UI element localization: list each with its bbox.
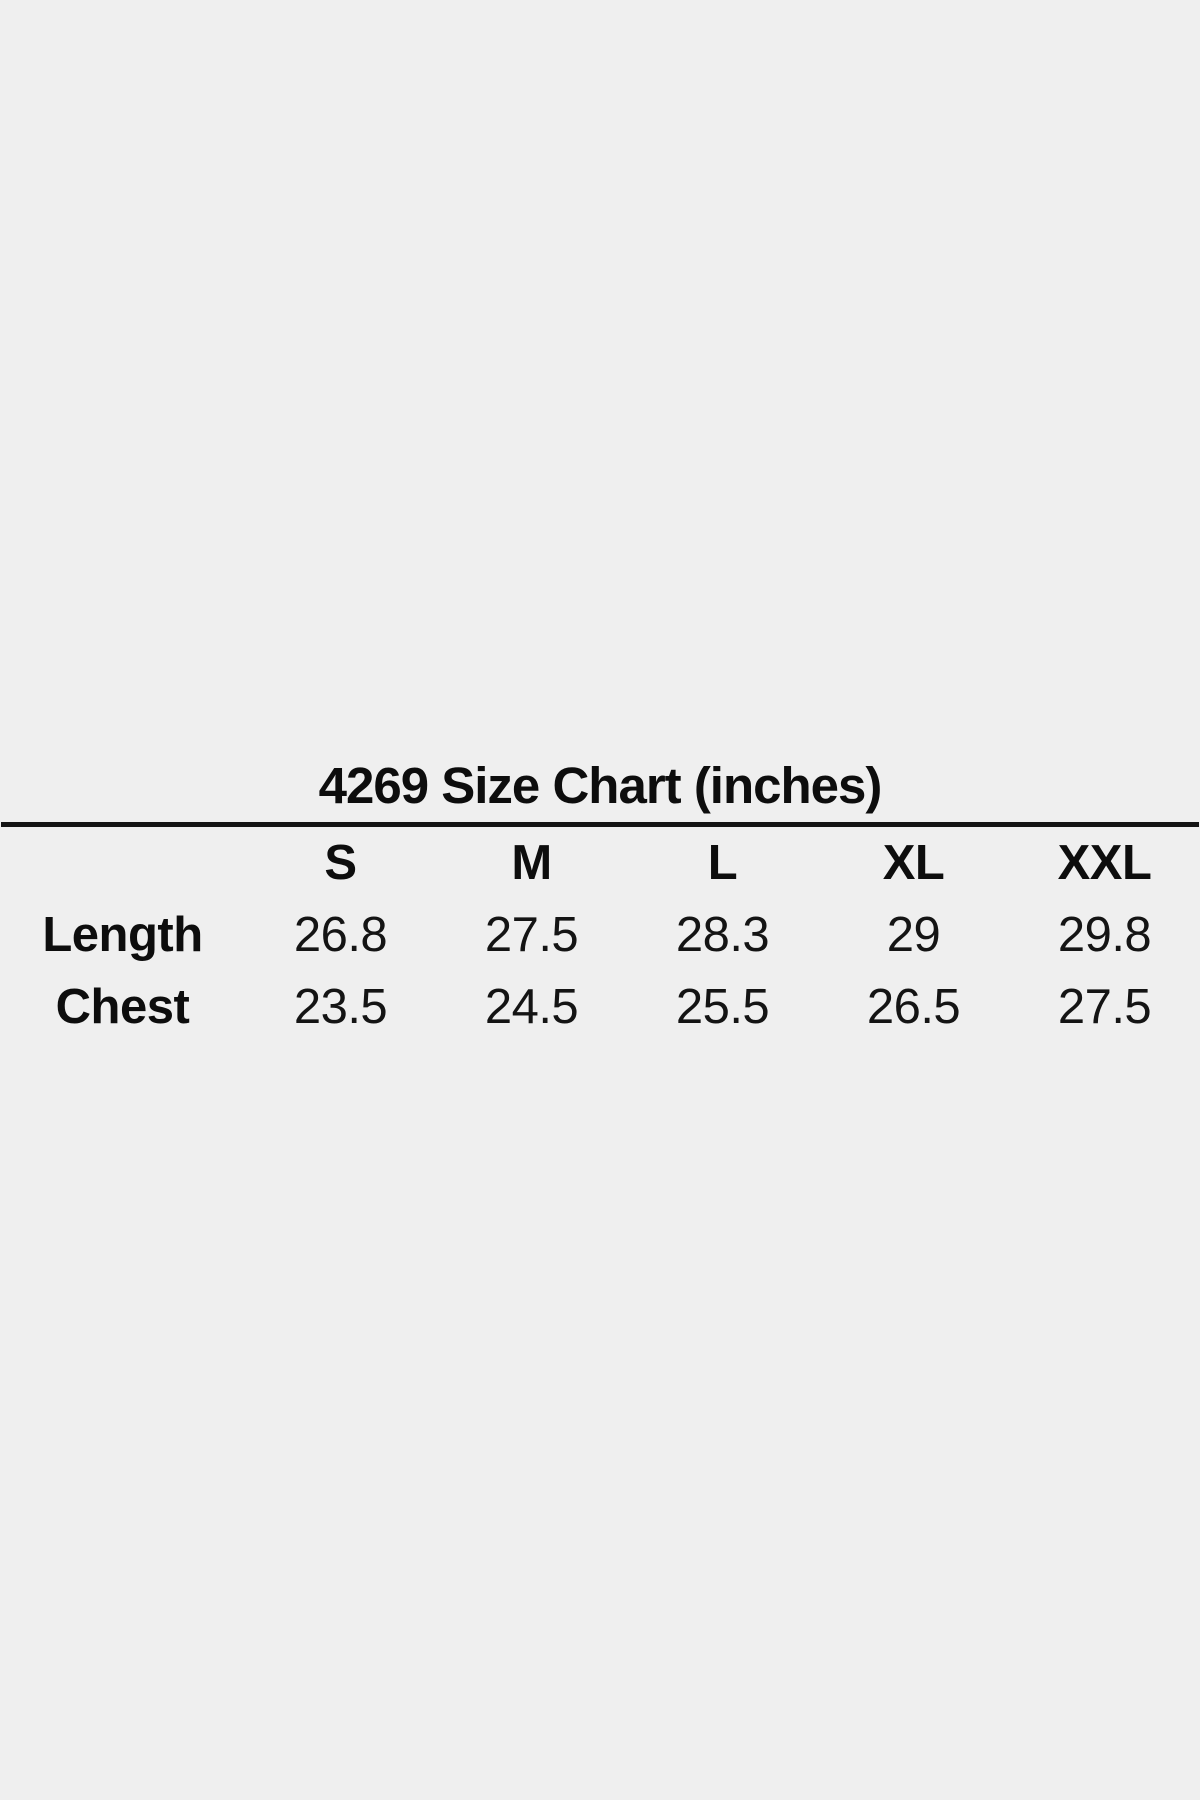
- cell-length-s: 26.8: [293, 908, 388, 962]
- col-header-m: M: [511, 836, 552, 890]
- size-table-header-row: S M L XL XXL: [0, 827, 1200, 899]
- size-chart: 4269 Size Chart (inches) S M L XL XXL Le…: [0, 756, 1200, 1043]
- corner-blank-cell: [0, 827, 245, 899]
- cell-length-xl: 29: [886, 908, 941, 962]
- col-header-xl: XL: [882, 836, 945, 890]
- table-row-length: Length 26.8 27.5 28.3 29 29.8: [0, 899, 1200, 971]
- col-header-xxl: XXL: [1057, 836, 1152, 890]
- cell-length-xxl: 29.8: [1057, 908, 1152, 962]
- cell-chest-l: 25.5: [675, 980, 770, 1034]
- col-header-l: L: [707, 836, 738, 890]
- cell-chest-s: 23.5: [293, 980, 388, 1034]
- cell-length-l: 28.3: [675, 908, 770, 962]
- size-table: S M L XL XXL Length 26.8 27.5 28.3 29 29…: [0, 827, 1200, 1043]
- cell-chest-xl: 26.5: [866, 980, 961, 1034]
- cell-chest-m: 24.5: [484, 980, 579, 1034]
- cell-length-m: 27.5: [484, 908, 579, 962]
- row-label-chest: Chest: [55, 980, 190, 1034]
- col-header-s: S: [324, 836, 357, 890]
- row-label-length: Length: [42, 908, 203, 962]
- size-chart-title: 4269 Size Chart (inches): [318, 757, 883, 814]
- cell-chest-xxl: 27.5: [1057, 980, 1152, 1034]
- table-row-chest: Chest 23.5 24.5 25.5 26.5 27.5: [0, 971, 1200, 1043]
- title-divider-rule: [1, 822, 1199, 827]
